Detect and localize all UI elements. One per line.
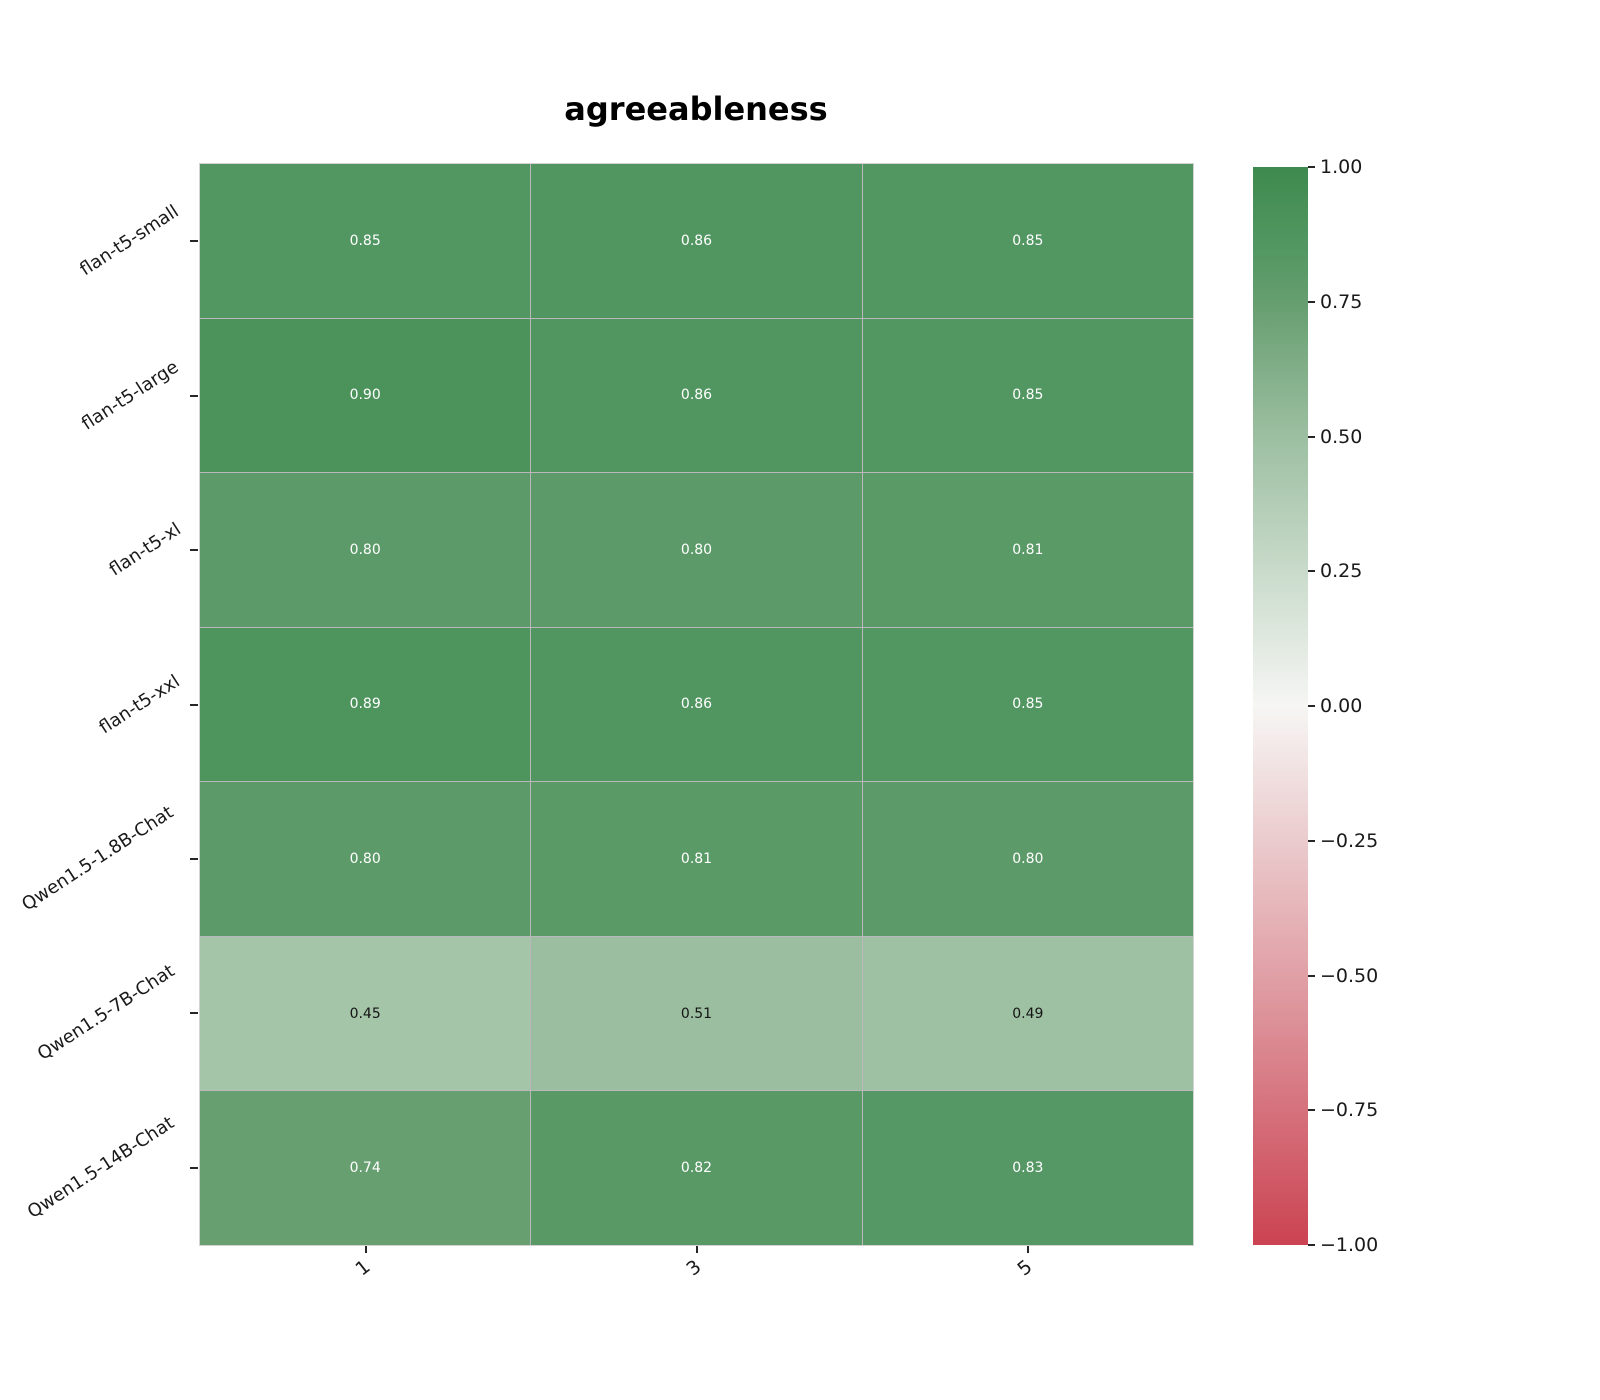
colorbar-tick-mark xyxy=(1308,435,1315,438)
heatmap-cell: 0.83 xyxy=(862,1091,1193,1245)
colorbar-tick-mark xyxy=(1308,570,1315,573)
cell-value: 0.89 xyxy=(349,696,381,713)
cell-value: 0.85 xyxy=(1012,232,1044,249)
cell-value: 0.90 xyxy=(349,387,381,404)
colorbar-tick-label: −0.50 xyxy=(1320,964,1379,987)
cell-value: 0.80 xyxy=(349,541,381,558)
x-tick-mark xyxy=(1026,1246,1029,1253)
heatmap-cell: 0.85 xyxy=(862,318,1193,473)
cell-value: 0.49 xyxy=(1012,1005,1044,1022)
heatmap-cell: 0.86 xyxy=(531,318,862,473)
heatmap-cell: 0.49 xyxy=(862,936,1193,1091)
heatmap-cell: 0.80 xyxy=(200,782,531,936)
colorbar-tick-label: −1.00 xyxy=(1320,1234,1379,1256)
cell-value: 0.86 xyxy=(680,387,713,404)
row-label: flan-t5-small xyxy=(75,201,183,281)
cell-value: 0.81 xyxy=(1012,541,1044,558)
heatmap-cell: 0.81 xyxy=(862,473,1193,627)
row-label: flan-t5-large xyxy=(78,356,183,435)
heatmap-cell: 0.85 xyxy=(862,164,1193,318)
y-tick-mark xyxy=(190,857,198,860)
heatmap-cell: 0.90 xyxy=(200,318,531,473)
cell-value: 0.86 xyxy=(680,232,713,249)
heatmap-cell: 0.74 xyxy=(200,1091,531,1245)
colorbar-tick-mark xyxy=(1308,839,1315,842)
cell-value: 0.83 xyxy=(1012,1160,1044,1177)
heatmap-grid: 0.85 0.86 0.85 0.90 0.86 0.85 0.80 0.80 0.81 0.89… xyxy=(199,163,1194,1246)
y-tick-mark xyxy=(190,703,198,706)
row-label: flan-t5-xl xyxy=(105,518,185,581)
cell-value: 0.45 xyxy=(349,1005,381,1022)
y-tick-mark xyxy=(190,549,198,552)
heatmap-cell: 0.51 xyxy=(531,936,862,1091)
heatmap-cell: 0.45 xyxy=(200,936,531,1091)
cell-value: 0.85 xyxy=(349,232,381,249)
heatmap-cell: 0.80 xyxy=(200,473,531,627)
cell-value: 0.80 xyxy=(680,541,713,558)
colorbar-tick-mark xyxy=(1308,705,1315,707)
y-tick-mark xyxy=(190,1012,198,1015)
heatmap-cell: 0.89 xyxy=(200,627,531,782)
col-label: 3 xyxy=(681,1255,706,1281)
cell-value: 0.85 xyxy=(1012,387,1044,404)
colorbar-tick-label: 0.75 xyxy=(1320,290,1363,313)
colorbar-tick-label: 1.00 xyxy=(1320,156,1363,178)
colorbar-tick-label: −0.75 xyxy=(1320,1099,1379,1122)
colorbar-tick-mark xyxy=(1308,166,1315,168)
row-label: flan-t5-xxl xyxy=(95,670,185,738)
cell-value: 0.81 xyxy=(680,851,713,868)
colorbar-tick-mark xyxy=(1308,974,1315,977)
heatmap-cell: 0.86 xyxy=(531,627,862,782)
row-label: Qwen1.5-1.8B-Chat xyxy=(18,801,178,916)
chart-title: agreeableness xyxy=(564,90,828,128)
heatmap-cell: 0.80 xyxy=(862,782,1193,936)
row-label: Qwen1.5-14B-Chat xyxy=(23,1112,178,1223)
heatmap-cell: 0.86 xyxy=(531,164,862,318)
x-tick-mark xyxy=(364,1246,367,1253)
heatmap-cell: 0.85 xyxy=(862,627,1193,782)
colorbar-tick-label: −0.25 xyxy=(1320,829,1379,852)
cell-value: 0.82 xyxy=(680,1160,713,1177)
colorbar-tick-mark xyxy=(1308,300,1315,303)
heatmap-cell: 0.82 xyxy=(531,1091,862,1245)
cell-value: 0.80 xyxy=(1012,851,1044,868)
cell-value: 0.51 xyxy=(680,1005,713,1022)
heatmap-cell: 0.80 xyxy=(531,473,862,627)
heatmap-cell: 0.81 xyxy=(531,782,862,936)
heatmap-cell: 0.85 xyxy=(200,164,531,318)
cell-value: 0.74 xyxy=(349,1160,381,1177)
colorbar-tick-label: 0.25 xyxy=(1320,560,1363,583)
y-tick-mark xyxy=(190,1166,198,1169)
x-tick-mark xyxy=(695,1246,698,1253)
cell-value: 0.80 xyxy=(349,851,381,868)
colorbar-tick-label: 0.50 xyxy=(1320,425,1363,448)
col-label: 1 xyxy=(350,1255,375,1281)
colorbar-tick-mark xyxy=(1308,1244,1315,1246)
y-tick-mark xyxy=(190,394,198,397)
cell-value: 0.85 xyxy=(1012,696,1044,713)
cell-value: 0.86 xyxy=(680,696,713,713)
colorbar-tick-mark xyxy=(1308,1109,1315,1112)
y-tick-mark xyxy=(190,240,198,243)
colorbar-tick-label: 0.00 xyxy=(1320,695,1363,717)
col-label: 5 xyxy=(1012,1255,1037,1281)
row-label: Qwen1.5-7B-Chat xyxy=(33,960,179,1065)
colorbar-gradient xyxy=(1253,167,1308,1245)
